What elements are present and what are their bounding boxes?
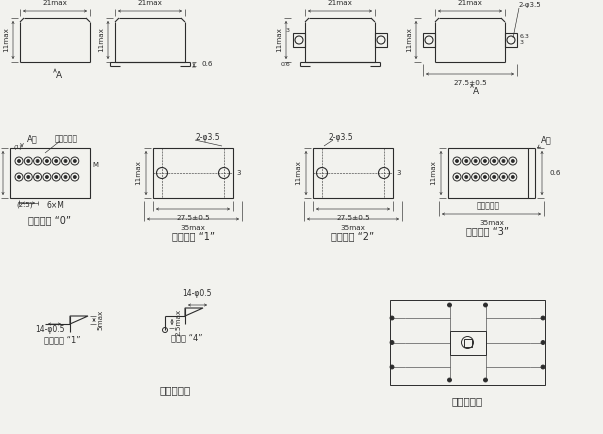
Circle shape [541,316,545,320]
Bar [505,33,517,47]
Circle shape [493,175,496,178]
Text: M: M [92,162,98,168]
Text: 2-φ3.5: 2-φ3.5 [519,2,541,8]
Text: 6.3: 6.3 [520,33,530,39]
Text: 着色绝缘子: 着色绝缘子 [476,201,499,210]
Text: 27.5±0.5: 27.5±0.5 [336,215,370,221]
Circle shape [45,160,48,162]
Text: 35max: 35max [479,220,504,226]
Circle shape [511,160,514,162]
Text: 35max: 35max [341,225,365,231]
Text: 焊针式： “1”: 焊针式： “1” [44,335,80,345]
Text: 2.5max: 2.5max [175,309,181,335]
Text: 11max: 11max [276,28,282,53]
Text: 3: 3 [520,40,524,46]
Circle shape [484,303,487,307]
Text: (2.5): (2.5) [17,202,33,208]
Text: 11max: 11max [295,161,301,185]
Text: 21max: 21max [43,0,68,6]
Text: 11max: 11max [406,28,412,53]
Bar [375,33,387,47]
Text: 0.6: 0.6 [280,62,290,66]
Text: 6×M: 6×M [46,201,64,210]
Text: 11max: 11max [98,28,104,53]
Text: 11max: 11max [3,28,9,53]
Circle shape [447,303,452,307]
Circle shape [541,341,545,345]
Circle shape [45,175,48,178]
Text: (1): (1) [13,145,22,150]
Text: 14-φ0.5: 14-φ0.5 [182,289,212,299]
Circle shape [27,175,30,178]
Circle shape [74,175,77,178]
Bar [448,148,528,198]
Bar [153,148,233,198]
Circle shape [27,160,30,162]
Text: 0.6: 0.6 [201,61,212,67]
Bar [423,33,435,47]
Bar [390,300,545,385]
Bar [313,148,393,198]
Circle shape [474,160,477,162]
Text: 着色绝缘子: 着色绝缘子 [54,135,78,144]
Text: 35max: 35max [180,225,206,231]
Circle shape [465,175,468,178]
Text: 21max: 21max [327,0,352,6]
Bar [10,148,90,198]
Text: 引出端型式: 引出端型式 [159,385,191,395]
Text: 11max: 11max [135,161,141,185]
Circle shape [447,378,452,382]
Text: 底覆电路图: 底覆电路图 [452,396,483,406]
Circle shape [484,160,487,162]
Circle shape [493,160,496,162]
Text: 3: 3 [396,170,400,176]
Text: 3: 3 [236,170,241,176]
Text: 安装方式 “1”: 安装方式 “1” [171,231,215,241]
Text: 2-φ3.5: 2-φ3.5 [329,134,353,142]
Text: 21max: 21max [137,0,162,6]
Text: 27.5±0.5: 27.5±0.5 [176,215,210,221]
Circle shape [465,160,468,162]
Circle shape [502,175,505,178]
Bar [449,331,485,355]
Circle shape [474,175,477,178]
Text: 焊钉式 “4”: 焊钉式 “4” [171,333,203,342]
Text: 11max: 11max [430,161,436,185]
Circle shape [390,341,394,345]
Text: 21max: 21max [458,0,482,6]
Text: 27.5±0.5: 27.5±0.5 [453,80,487,86]
Circle shape [36,175,39,178]
Text: 2-φ3.5: 2-φ3.5 [196,134,220,142]
Circle shape [55,175,58,178]
Bar [293,33,305,47]
Circle shape [74,160,77,162]
Circle shape [17,175,21,178]
Text: 安装方式 “2”: 安装方式 “2” [332,231,374,241]
Bar [464,339,472,346]
Circle shape [17,160,21,162]
Circle shape [502,160,505,162]
Circle shape [484,378,487,382]
Circle shape [455,175,458,178]
Circle shape [455,160,458,162]
Text: 14-φ0.5: 14-φ0.5 [35,326,65,335]
Text: A: A [473,88,479,96]
Circle shape [541,365,545,369]
Circle shape [484,175,487,178]
Text: A向: A向 [27,135,37,144]
Circle shape [55,160,58,162]
Text: 3: 3 [286,27,290,33]
Circle shape [64,160,67,162]
Circle shape [64,175,67,178]
Text: A向: A向 [541,135,551,145]
Text: A: A [56,70,62,79]
Circle shape [36,160,39,162]
Circle shape [390,365,394,369]
Text: 5max: 5max [97,310,103,330]
Circle shape [511,175,514,178]
Text: 安装方式 “0”: 安装方式 “0” [28,215,72,225]
Text: 安装方式 “3”: 安装方式 “3” [467,226,510,236]
Text: 0.6: 0.6 [549,170,561,176]
Circle shape [390,316,394,320]
